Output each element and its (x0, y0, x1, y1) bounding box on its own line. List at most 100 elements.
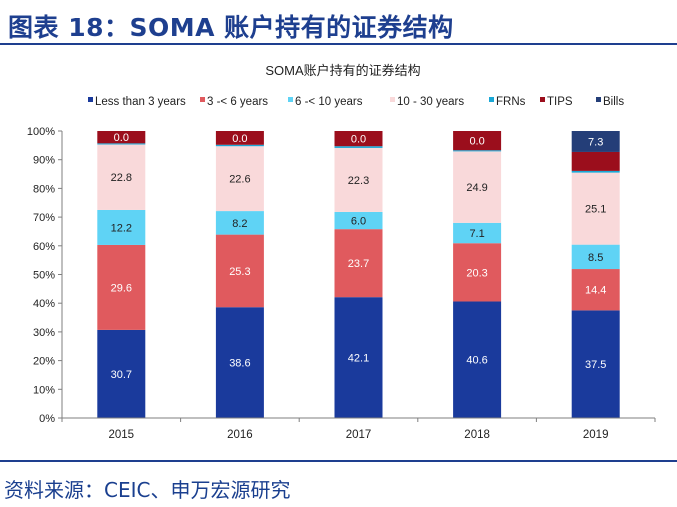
stacked-bar-chart: SOMA账户持有的证券结构 Less than 3 years 3 -< 6 ye… (27, 63, 656, 441)
legend-label: 3 -< 6 years (207, 96, 268, 108)
bar-segment (334, 146, 383, 148)
data-label: 37.5 (585, 359, 606, 371)
data-label: 22.6 (229, 174, 250, 186)
bar-segment (453, 301, 502, 418)
bar-segment (215, 307, 264, 418)
bar-segment (215, 211, 264, 235)
bar-segment (453, 222, 502, 244)
y-tick-label: 100% (27, 126, 55, 138)
data-label: 0.0 (232, 133, 247, 145)
bar-segment (571, 269, 620, 311)
bar-segment (334, 147, 383, 212)
data-label: 29.6 (111, 282, 132, 294)
y-tick-label: 30% (33, 327, 55, 339)
data-label: 22.8 (111, 172, 132, 184)
title-rule (0, 43, 677, 45)
bar-segment (97, 131, 146, 144)
data-label: 12.2 (111, 222, 132, 234)
bar-segment (215, 234, 264, 308)
legend-swatch (596, 97, 601, 102)
bar-segment (453, 243, 502, 302)
y-tick-label: 80% (33, 183, 55, 195)
y-tick-label: 10% (33, 384, 55, 396)
source-note: 资料来源：CEIC、申万宏源研究 (4, 478, 291, 502)
x-tick-label: 2017 (346, 429, 372, 441)
bar-segment (215, 146, 264, 212)
bar-stack-2015: 30.7 29.6 12.2 22.8 0.0 (97, 131, 146, 418)
bar-segment (97, 144, 146, 210)
bar-segment (453, 151, 502, 223)
x-tick-label: 2018 (464, 429, 490, 441)
x-axis: 2015 2016 2017 2018 2019 (61, 417, 656, 441)
data-label: 23.7 (348, 258, 369, 270)
bar-segment (334, 131, 383, 147)
legend-swatch (200, 97, 205, 102)
y-tick-label: 0% (39, 413, 55, 425)
chart-title: SOMA账户持有的证券结构 (265, 63, 420, 78)
bar-segment (453, 150, 502, 152)
data-label: 14.4 (585, 285, 606, 297)
data-label: 8.2 (232, 218, 247, 230)
data-label: 40.6 (466, 355, 487, 367)
data-label: 30.7 (111, 369, 132, 381)
data-label: 24.9 (466, 182, 487, 194)
legend-swatch (390, 97, 395, 102)
bar-segment (215, 144, 264, 147)
x-tick-label: 2015 (109, 429, 135, 441)
data-label: 6.0 (351, 216, 366, 228)
data-label: 8.5 (588, 252, 603, 264)
bar-segment (453, 131, 502, 151)
data-label: 25.1 (585, 204, 606, 216)
legend-label: Bills (603, 96, 624, 108)
data-label: 0.0 (469, 136, 484, 148)
data-label: 7.3 (588, 136, 603, 148)
bar-stack-2016: 38.6 25.3 8.2 22.6 0.0 (215, 131, 264, 418)
legend-swatch (489, 97, 494, 102)
y-tick-label: 50% (33, 270, 55, 282)
bar-segment (571, 172, 620, 245)
y-axis: 0% 10% 20% 30% 40% 50% 60% 70% 80% 90% 100% (27, 126, 63, 425)
bar-segment (571, 244, 620, 270)
x-tick-label: 2016 (227, 429, 253, 441)
bar-stack-2018: 40.6 20.3 7.1 24.9 0.0 (453, 131, 502, 418)
legend-label: 6 -< 10 years (295, 96, 363, 108)
bars: 30.729.612.222.80.038.625.38.222.60.042.… (97, 131, 620, 418)
bar-segment (334, 229, 383, 298)
bar-segment (97, 329, 146, 418)
bar-stack-2019: 37.5 14.4 8.5 25.1 7.3 (571, 131, 620, 418)
bar-segment (215, 131, 264, 145)
y-tick-label: 90% (33, 155, 55, 167)
bar-segment (334, 211, 383, 230)
bar-segment (571, 310, 620, 418)
bar-segment (97, 244, 146, 330)
data-label: 0.0 (351, 134, 366, 146)
bar-segment (97, 143, 146, 145)
bar-segment (97, 209, 146, 245)
legend-label: Less than 3 years (95, 96, 186, 108)
data-label: 38.6 (229, 358, 250, 370)
legend-swatch (540, 97, 545, 102)
bar-segment (571, 151, 620, 171)
legend-label: TIPS (547, 96, 573, 108)
figure-title: 图表 18：SOMA 账户持有的证券结构 (8, 13, 454, 42)
bar-segment (334, 297, 383, 418)
data-label: 42.1 (348, 353, 369, 365)
legend-label: 10 - 30 years (397, 96, 464, 108)
legend: Less than 3 years 3 -< 6 years 6 -< 10 yea… (88, 96, 624, 108)
legend-swatch (88, 97, 93, 102)
bar-segment (571, 170, 620, 173)
x-tick-label: 2019 (583, 429, 609, 441)
bar-segment (571, 131, 620, 152)
y-tick-label: 70% (33, 212, 55, 224)
y-tick-label: 60% (33, 241, 55, 253)
y-tick-label: 40% (33, 298, 55, 310)
legend-swatch (288, 97, 293, 102)
data-label: 22.3 (348, 175, 369, 187)
source-rule (0, 460, 677, 462)
data-label: 7.1 (469, 228, 484, 240)
data-label: 0.0 (114, 132, 129, 144)
legend-label: FRNs (496, 96, 526, 108)
data-label: 25.3 (229, 266, 250, 278)
bar-stack-2017: 42.1 23.7 6.0 22.3 0.0 (334, 131, 383, 418)
y-tick-label: 20% (33, 356, 55, 368)
